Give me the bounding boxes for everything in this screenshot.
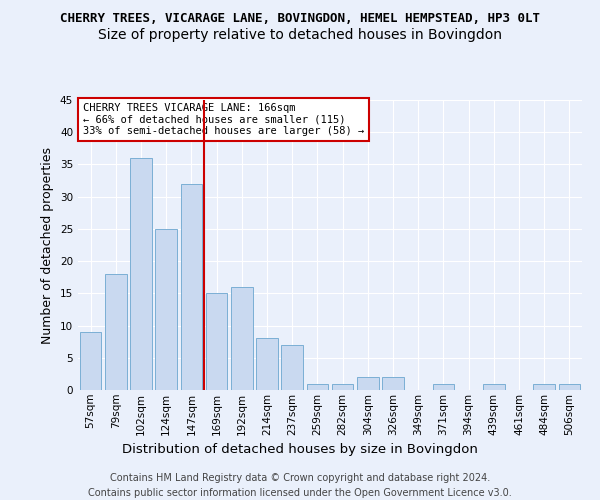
- Bar: [483, 384, 505, 390]
- Text: Contains HM Land Registry data © Crown copyright and database right 2024.
Contai: Contains HM Land Registry data © Crown c…: [88, 472, 512, 498]
- Bar: [256, 338, 278, 390]
- Bar: [80, 332, 101, 390]
- Text: CHERRY TREES VICARAGE LANE: 166sqm
← 66% of detached houses are smaller (115)
33: CHERRY TREES VICARAGE LANE: 166sqm ← 66%…: [83, 103, 364, 136]
- Bar: [130, 158, 152, 390]
- Bar: [281, 345, 303, 390]
- Text: Size of property relative to detached houses in Bovingdon: Size of property relative to detached ho…: [98, 28, 502, 42]
- Bar: [105, 274, 127, 390]
- Y-axis label: Number of detached properties: Number of detached properties: [41, 146, 55, 344]
- Bar: [382, 377, 404, 390]
- Bar: [357, 377, 379, 390]
- Text: CHERRY TREES, VICARAGE LANE, BOVINGDON, HEMEL HEMPSTEAD, HP3 0LT: CHERRY TREES, VICARAGE LANE, BOVINGDON, …: [60, 12, 540, 26]
- Bar: [559, 384, 580, 390]
- Bar: [181, 184, 202, 390]
- Bar: [533, 384, 555, 390]
- Bar: [155, 229, 177, 390]
- Text: Distribution of detached houses by size in Bovingdon: Distribution of detached houses by size …: [122, 442, 478, 456]
- Bar: [332, 384, 353, 390]
- Bar: [433, 384, 454, 390]
- Bar: [231, 287, 253, 390]
- Bar: [307, 384, 328, 390]
- Bar: [206, 294, 227, 390]
